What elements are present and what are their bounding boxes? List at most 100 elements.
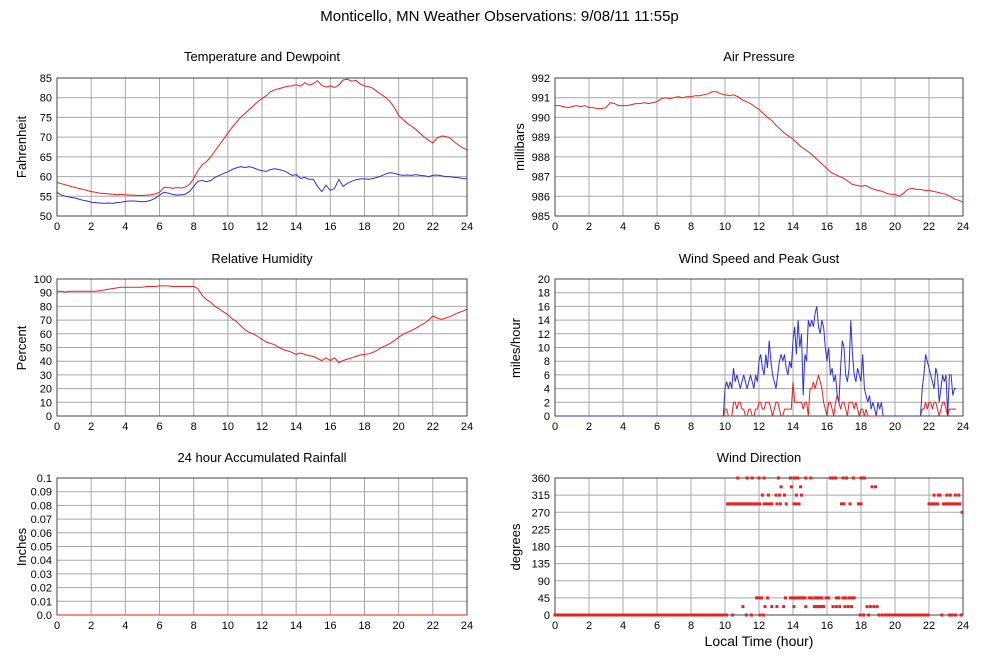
svg-text:0.09: 0.09 xyxy=(31,487,52,499)
svg-text:18: 18 xyxy=(538,288,550,300)
svg-text:315: 315 xyxy=(532,490,550,502)
svg-text:30: 30 xyxy=(40,370,52,382)
svg-text:16: 16 xyxy=(821,620,833,632)
svg-text:6: 6 xyxy=(654,421,660,433)
svg-text:40: 40 xyxy=(40,356,52,368)
svg-text:10: 10 xyxy=(222,620,234,632)
chart-title-temperature-dewpoint: Temperature and Dewpoint xyxy=(183,49,341,64)
chart-title-wind-direction: Wind Direction xyxy=(716,450,802,465)
svg-text:989: 989 xyxy=(532,132,550,144)
svg-text:16: 16 xyxy=(324,421,336,433)
chart-title-relative-humidity: Relative Humidity xyxy=(211,251,313,266)
svg-text:24: 24 xyxy=(957,620,969,632)
svg-text:24: 24 xyxy=(957,421,969,433)
svg-text:60: 60 xyxy=(40,172,52,184)
svg-text:24: 24 xyxy=(461,620,473,632)
svg-text:360: 360 xyxy=(532,473,550,485)
svg-text:2: 2 xyxy=(88,620,94,632)
svg-text:18: 18 xyxy=(358,620,370,632)
svg-text:0: 0 xyxy=(552,620,558,632)
svg-text:2: 2 xyxy=(544,397,550,409)
y-axis-label-millibars: millibars xyxy=(512,123,527,171)
svg-text:85: 85 xyxy=(40,73,52,85)
svg-text:180: 180 xyxy=(532,542,550,554)
svg-text:8: 8 xyxy=(688,421,694,433)
chart-title-rainfall: 24 hour Accumulated Rainfall xyxy=(177,450,347,465)
y-axis-label-percent: Percent xyxy=(14,325,29,371)
gridlines xyxy=(554,477,964,616)
svg-text:16: 16 xyxy=(324,221,336,233)
svg-text:14: 14 xyxy=(290,620,302,632)
svg-text:0.02: 0.02 xyxy=(31,583,52,595)
svg-text:0.08: 0.08 xyxy=(31,500,52,512)
series-wind-speed xyxy=(555,374,957,417)
svg-text:6: 6 xyxy=(156,221,162,233)
svg-text:10: 10 xyxy=(538,343,550,355)
plot-border xyxy=(554,77,964,217)
svg-text:985: 985 xyxy=(532,211,550,223)
svg-text:8: 8 xyxy=(191,221,197,233)
page-title: Monticello, MN Weather Observations: 9/0… xyxy=(320,8,679,25)
svg-text:14: 14 xyxy=(290,421,302,433)
svg-text:2: 2 xyxy=(586,620,592,632)
svg-text:0.04: 0.04 xyxy=(31,555,52,567)
svg-text:4: 4 xyxy=(122,221,128,233)
svg-text:50: 50 xyxy=(40,343,52,355)
svg-text:16: 16 xyxy=(538,301,550,313)
plot-border xyxy=(56,77,468,217)
chart-rainfall: 0.0 0.010.02 0.03 0.040.05 0.06 0.07 0.080.09 0… xyxy=(31,473,474,632)
svg-text:12: 12 xyxy=(256,421,268,433)
svg-text:10: 10 xyxy=(719,421,731,433)
svg-text:24: 24 xyxy=(957,221,969,233)
svg-text:80: 80 xyxy=(40,93,52,105)
svg-text:8: 8 xyxy=(688,620,694,632)
svg-text:0.01: 0.01 xyxy=(31,596,52,608)
plot-border xyxy=(554,278,964,417)
svg-text:4: 4 xyxy=(620,620,626,632)
svg-text:992: 992 xyxy=(532,73,550,85)
svg-text:20: 20 xyxy=(889,421,901,433)
svg-text:8: 8 xyxy=(688,221,694,233)
tick-labels: 0.0 0.010.02 0.03 0.040.05 0.06 0.07 0.080.09 0… xyxy=(31,473,474,632)
svg-text:45: 45 xyxy=(538,593,550,605)
svg-text:16: 16 xyxy=(821,421,833,433)
y-axis-label-degrees: degrees xyxy=(508,523,523,571)
svg-text:22: 22 xyxy=(923,620,935,632)
svg-text:90: 90 xyxy=(40,288,52,300)
svg-text:22: 22 xyxy=(427,221,439,233)
svg-text:0: 0 xyxy=(552,221,558,233)
svg-text:987: 987 xyxy=(532,172,550,184)
svg-text:6: 6 xyxy=(156,620,162,632)
svg-text:18: 18 xyxy=(855,221,867,233)
svg-text:70: 70 xyxy=(40,132,52,144)
svg-text:0.07: 0.07 xyxy=(31,514,52,526)
chart-title-air-pressure: Air Pressure xyxy=(723,49,795,64)
svg-text:10: 10 xyxy=(40,397,52,409)
svg-text:6: 6 xyxy=(156,421,162,433)
svg-text:22: 22 xyxy=(427,421,439,433)
svg-text:50: 50 xyxy=(40,211,52,223)
svg-text:0: 0 xyxy=(46,411,52,423)
y-axis-label-inches: Inches xyxy=(14,527,29,567)
svg-text:4: 4 xyxy=(122,421,128,433)
svg-text:135: 135 xyxy=(532,559,550,571)
svg-text:4: 4 xyxy=(544,384,550,396)
svg-text:12: 12 xyxy=(753,421,765,433)
svg-text:20: 20 xyxy=(889,221,901,233)
chart-title-wind-speed-gust: Wind Speed and Peak Gust xyxy=(678,251,840,266)
svg-text:990: 990 xyxy=(532,112,550,124)
svg-text:0.03: 0.03 xyxy=(31,569,52,581)
y-axis-label-fahrenheit: Fahrenheit xyxy=(14,115,29,179)
svg-text:18: 18 xyxy=(855,620,867,632)
svg-text:0.1: 0.1 xyxy=(37,473,52,485)
svg-text:8: 8 xyxy=(191,421,197,433)
gridlines xyxy=(56,278,468,417)
